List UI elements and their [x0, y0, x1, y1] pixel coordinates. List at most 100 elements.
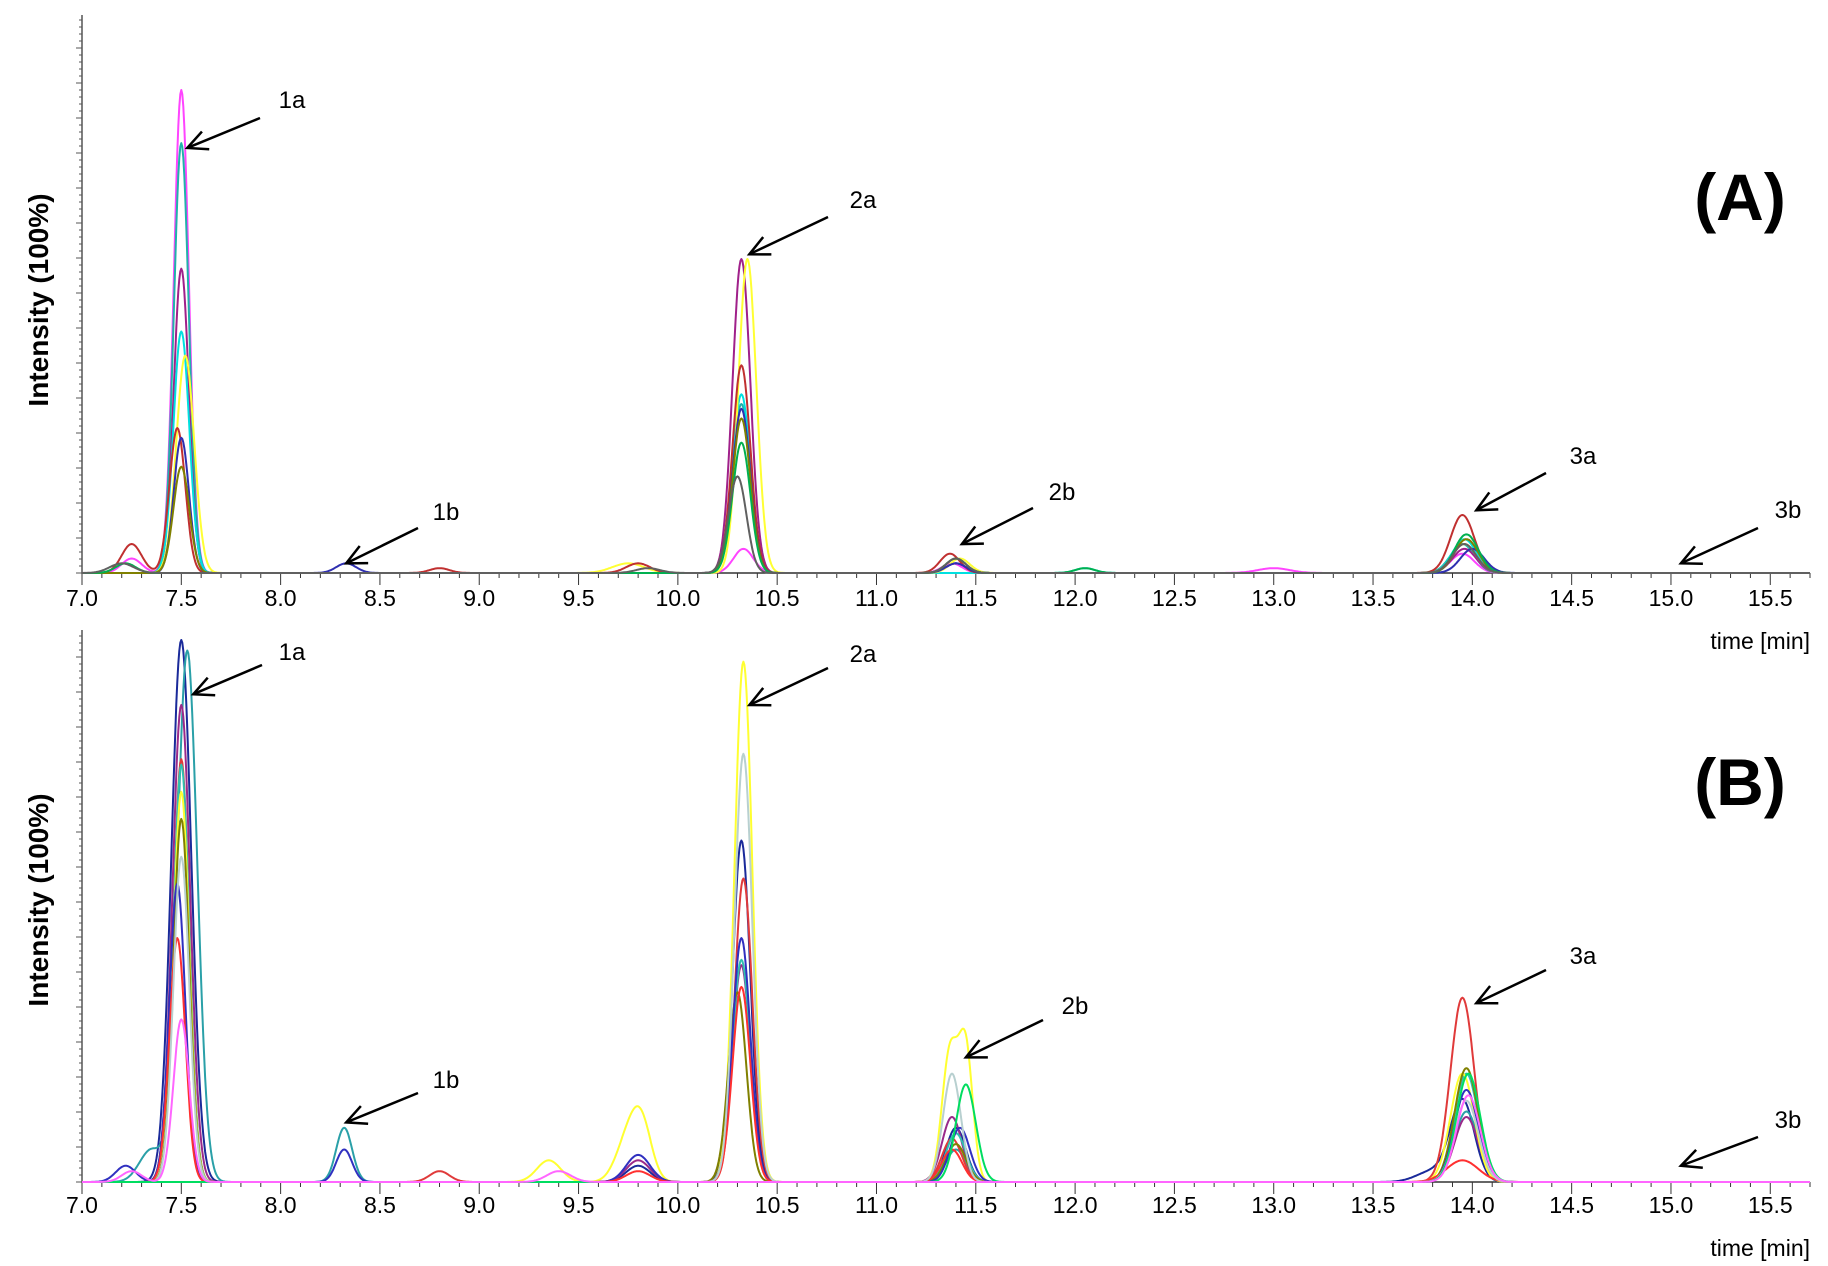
- series-line-2: [82, 142, 1810, 574]
- x-tick-label: 10.5: [755, 1192, 800, 1218]
- x-tick-label: 7.5: [165, 585, 197, 611]
- x-tick-label: 13.0: [1251, 585, 1296, 611]
- x-axis-label: time [min]: [1710, 1235, 1810, 1261]
- annotations: 1a 1b 2a 2b 3a 3b: [190, 639, 1802, 1170]
- annotation-arrowhead: [190, 676, 216, 697]
- x-tick-label: 14.0: [1450, 1192, 1495, 1218]
- x-tick-label: 7.0: [66, 1192, 98, 1218]
- annotation-arrow: [965, 1018, 1044, 1059]
- annotation-label: 3b: [1775, 1107, 1802, 1134]
- x-tick-label: 8.0: [265, 585, 297, 611]
- x-tick-label: 15.0: [1649, 1192, 1694, 1218]
- series-group: [82, 89, 1810, 574]
- annotation-arrowhead: [1473, 491, 1499, 512]
- panel-a: 7.0 7.5 8.0 8.5 9.0 9.5 10.0 10.5 11.0 11.5 12.0 12…: [23, 15, 1811, 654]
- x-tick-label: 12.5: [1152, 1192, 1197, 1218]
- annotation-label: 1a: [279, 87, 306, 114]
- annotation-arrow: [186, 116, 261, 150]
- x-tick-label: 12.0: [1053, 1192, 1098, 1218]
- x-tick-label: 9.5: [563, 585, 595, 611]
- annotation-arrow: [1680, 526, 1759, 565]
- annotation-arrowhead: [1473, 985, 1499, 1005]
- y-axis-minor-ticks: [76, 19, 82, 574]
- y-axis-label: Intensity (100%): [23, 193, 54, 406]
- x-tick-label: 13.5: [1351, 585, 1396, 611]
- x-tick-label: 11.0: [855, 1192, 898, 1218]
- annotation-arrowhead: [184, 130, 210, 151]
- x-tick-label: 10.0: [655, 585, 700, 611]
- annotation-arrow: [748, 215, 829, 256]
- x-axis-minor-ticks: [81, 573, 1811, 585]
- x-tick-label: 8.5: [364, 1192, 396, 1218]
- series-line-6: [82, 364, 1810, 574]
- x-tick-label: 12.5: [1152, 585, 1197, 611]
- annotation-arrow: [748, 666, 829, 707]
- x-tick-label: 7.0: [66, 585, 98, 611]
- series-line-3: [82, 258, 1810, 574]
- x-tick-label: 8.0: [265, 1192, 297, 1218]
- panel-b: 7.0 7.5 8.0 8.5 9.0 9.5 10.0 10.5 11.0 11.5 12.0 12…: [23, 630, 1811, 1261]
- series-line-12: [82, 1018, 1810, 1183]
- series-line-4: [82, 758, 1810, 1183]
- annotation-arrow: [1475, 968, 1547, 1005]
- x-tick-label: 13.0: [1251, 1192, 1296, 1218]
- annotation-arrowhead: [746, 236, 772, 256]
- y-axis-minor-ticks: [76, 635, 82, 1183]
- annotation-arrow: [345, 526, 419, 565]
- x-tick-label: 14.0: [1450, 585, 1495, 611]
- annotation-label: 2a: [850, 641, 877, 668]
- annotation-arrowhead: [959, 525, 984, 546]
- series-line-4: [82, 330, 1810, 574]
- series-line-10: [82, 475, 1810, 574]
- x-tick-label: 12.0: [1053, 585, 1098, 611]
- annotation-label: 2b: [1049, 479, 1076, 506]
- series-line-5: [82, 763, 1810, 1183]
- annotation-arrowhead: [343, 1105, 369, 1125]
- annotation-arrowhead: [1678, 545, 1703, 566]
- y-axis-label: Intensity (100%): [23, 793, 54, 1006]
- x-tick-label: 9.0: [463, 585, 495, 611]
- x-tick-label: 10.5: [755, 585, 800, 611]
- annotation-arrowhead: [963, 1039, 988, 1059]
- annotation-arrow: [192, 663, 263, 696]
- annotation-label: 3b: [1775, 497, 1802, 524]
- panel-label: (A): [1694, 160, 1786, 234]
- annotation-arrow: [1475, 471, 1547, 512]
- series-line-6: [82, 660, 1810, 1183]
- annotation-label: 2a: [850, 187, 877, 214]
- series-line-1: [82, 89, 1810, 574]
- annotation-label: 1b: [433, 499, 460, 526]
- annotations: 1a 1b 2a 2b 3a 3b: [184, 87, 1802, 566]
- series-group: [82, 639, 1810, 1183]
- x-tick-label: 11.5: [954, 585, 997, 611]
- x-tick-label: 8.5: [364, 585, 396, 611]
- x-tick-label: 14.5: [1549, 1192, 1594, 1218]
- annotation-arrow: [961, 506, 1034, 546]
- series-line-5: [82, 258, 1810, 574]
- x-tick-label: 10.0: [655, 1192, 700, 1218]
- series-line-2: [82, 649, 1810, 1183]
- series-line-9: [82, 441, 1810, 574]
- x-axis-label: time [min]: [1710, 628, 1810, 654]
- annotation-arrowhead: [343, 545, 369, 565]
- series-line-8: [82, 882, 1810, 1183]
- x-axis-minor-ticks: [81, 1182, 1811, 1194]
- annotation-arrowhead: [1678, 1148, 1703, 1170]
- x-tick-label: 13.5: [1351, 1192, 1396, 1218]
- annotation-arrow: [1680, 1135, 1759, 1167]
- annotation-label: 1a: [279, 639, 306, 666]
- x-tick-label: 9.5: [563, 1192, 595, 1218]
- series-line-3: [82, 704, 1810, 1183]
- x-tick-label: 7.5: [165, 1192, 197, 1218]
- series-line-10: [82, 752, 1810, 1183]
- x-tick-label: 11.5: [954, 1192, 997, 1218]
- series-line-8: [82, 417, 1810, 574]
- x-tick-label: 14.5: [1549, 585, 1594, 611]
- series-line-7: [82, 407, 1810, 574]
- x-tick-label: 15.5: [1748, 1192, 1793, 1218]
- annotation-label: 3a: [1570, 443, 1597, 470]
- panel-label: (B): [1694, 745, 1786, 819]
- x-tick-label: 11.0: [855, 585, 898, 611]
- x-tick-label: 9.0: [463, 1192, 495, 1218]
